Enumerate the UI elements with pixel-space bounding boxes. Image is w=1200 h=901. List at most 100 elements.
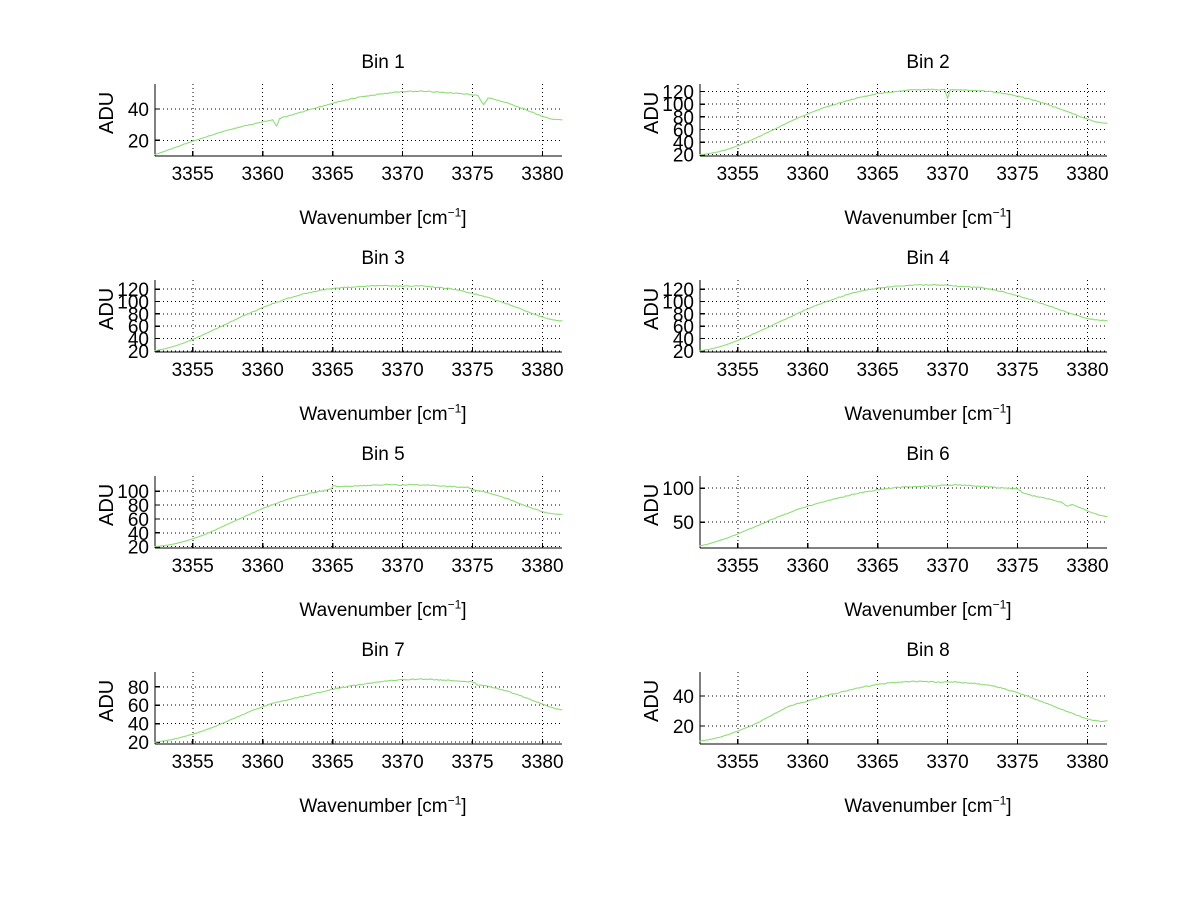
x-tick-label: 3365 [311, 752, 353, 773]
subplot-panel-8: Bin 8 ADU Wavenumber [cm−1] 3355 3360 3365 337… [641, 640, 1200, 836]
x-tick-label: 3370 [381, 556, 423, 577]
data-series-line [154, 90, 563, 156]
data-series-line [699, 483, 1108, 547]
x-axis-label: Wavenumber [cm−1] [299, 401, 467, 425]
y-tick-label: 20 [128, 538, 149, 559]
x-tick-label: 3375 [451, 752, 493, 773]
subplot-panel-2: Bin 2 ADU Wavenumber [cm−1] 3355 3360 3365 337… [641, 52, 1200, 248]
x-tick-label: 3365 [856, 360, 898, 381]
x-tick-label: 3375 [451, 556, 493, 577]
subplot-panel-7: Bin 7 ADU Wavenumber [cm−1] 3355 3360 3365 337… [96, 640, 668, 836]
x-tick-label: 3355 [172, 164, 214, 185]
y-tick-label: 60 [673, 120, 694, 141]
x-axis-label: Wavenumber [cm−1] [299, 597, 467, 621]
x-tick-label: 3380 [521, 164, 563, 185]
panel-title: Bin 1 [361, 52, 405, 73]
x-tick-label: 3380 [521, 360, 563, 381]
subplot-panel-6: Bin 6 ADU Wavenumber [cm−1] 3355 3360 3365 337… [641, 444, 1200, 640]
y-tick-label: 20 [128, 131, 149, 152]
x-tick-label: 3355 [172, 360, 214, 381]
y-tick-label: 80 [128, 678, 149, 699]
y-tick-label: 100 [662, 95, 694, 116]
data-series-line [699, 680, 1108, 742]
data-series-line [154, 678, 563, 743]
y-tick-label: 80 [673, 108, 694, 129]
x-tick-label: 3365 [856, 164, 898, 185]
x-tick-label: 3375 [996, 556, 1038, 577]
y-tick-label: 100 [117, 293, 149, 314]
x-tick-label: 3360 [787, 164, 829, 185]
y-tick-label: 20 [128, 733, 149, 754]
x-axis-label: Wavenumber [cm−1] [844, 205, 1012, 229]
y-tick-label: 40 [128, 100, 149, 121]
x-tick-label: 3355 [717, 164, 759, 185]
y-tick-label: 40 [673, 133, 694, 154]
x-tick-label: 3355 [717, 360, 759, 381]
panel-title: Bin 5 [361, 444, 405, 465]
x-tick-label: 3355 [172, 752, 214, 773]
y-tick-label: 100 [117, 482, 149, 503]
plot-area: 3355 3360 3365 3370 3375 3380 20 40 [128, 84, 564, 185]
y-tick-label: 100 [662, 479, 694, 500]
x-tick-label: 3370 [926, 360, 968, 381]
y-tick-label: 120 [117, 280, 149, 301]
y-tick-label: 80 [128, 305, 149, 326]
data-series-line [154, 284, 563, 352]
x-tick-label: 3380 [1066, 164, 1108, 185]
x-tick-label: 3360 [787, 556, 829, 577]
subplot-panel-3: Bin 3 ADU Wavenumber [cm−1] 3355 3360 3365 337… [96, 248, 668, 444]
panel-title: Bin 2 [906, 52, 950, 73]
panel-title: Bin 8 [906, 640, 950, 661]
x-tick-label: 3375 [996, 164, 1038, 185]
x-tick-label: 3365 [311, 360, 353, 381]
x-axis-label: Wavenumber [cm−1] [844, 793, 1012, 817]
x-tick-label: 3360 [242, 360, 284, 381]
x-axis-label: Wavenumber [cm−1] [844, 597, 1012, 621]
x-tick-label: 3355 [172, 556, 214, 577]
x-tick-label: 3380 [1066, 360, 1108, 381]
x-tick-label: 3380 [1066, 556, 1108, 577]
x-tick-label: 3360 [242, 556, 284, 577]
x-tick-label: 3370 [381, 164, 423, 185]
x-tick-label: 3365 [856, 556, 898, 577]
y-tick-label: 80 [128, 496, 149, 517]
x-tick-label: 3365 [856, 752, 898, 773]
x-tick-label: 3360 [787, 752, 829, 773]
x-axis-label: Wavenumber [cm−1] [299, 793, 467, 817]
y-tick-label: 20 [673, 146, 694, 167]
y-tick-label: 120 [662, 83, 694, 104]
x-tick-label: 3370 [926, 556, 968, 577]
x-tick-label: 3380 [521, 752, 563, 773]
plot-area: 3355 3360 3365 3370 3375 3380 20 40 [673, 672, 1109, 773]
x-axis-label: Wavenumber [cm−1] [844, 401, 1012, 425]
y-tick-label: 100 [662, 293, 694, 314]
y-tick-label: 60 [673, 317, 694, 338]
data-series-line [154, 483, 563, 548]
panel-title: Bin 3 [361, 248, 405, 269]
subplot-panel-4: Bin 4 ADU Wavenumber [cm−1] 3355 3360 3365 337… [641, 248, 1200, 444]
y-tick-label: 40 [673, 329, 694, 350]
y-tick-label: 20 [673, 342, 694, 363]
x-tick-label: 3365 [311, 556, 353, 577]
y-tick-label: 60 [128, 510, 149, 531]
x-tick-label: 3355 [717, 752, 759, 773]
x-tick-label: 3360 [787, 360, 829, 381]
y-tick-label: 20 [128, 342, 149, 363]
subplot-panel-1: Bin 1 ADU Wavenumber [cm−1] 3355 3360 3365 337… [96, 52, 668, 248]
x-tick-label: 3360 [242, 164, 284, 185]
panel-title: Bin 7 [361, 640, 405, 661]
y-tick-label: 40 [673, 687, 694, 708]
x-tick-label: 3375 [996, 752, 1038, 773]
y-tick-label: 120 [662, 280, 694, 301]
y-tick-label: 40 [128, 329, 149, 350]
y-tick-label: 80 [673, 305, 694, 326]
x-axis-label: Wavenumber [cm−1] [299, 205, 467, 229]
data-series-line [699, 88, 1108, 156]
y-tick-label: 60 [128, 317, 149, 338]
data-series-line [699, 283, 1108, 352]
x-tick-label: 3355 [717, 556, 759, 577]
